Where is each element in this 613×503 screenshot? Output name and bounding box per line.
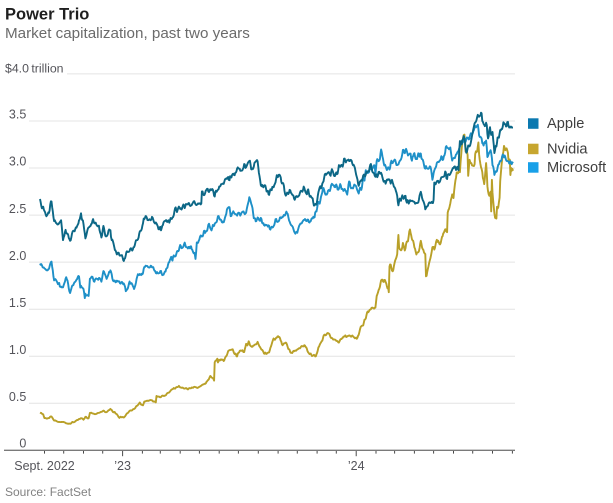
svg-text:Market capitalization, past tw: Market capitalization, past two years <box>5 25 250 42</box>
svg-text:Sept. 2022: Sept. 2022 <box>14 459 75 473</box>
svg-text:3.5: 3.5 <box>9 108 26 122</box>
svg-text:’24: ’24 <box>348 459 365 473</box>
svg-text:$4.0 trillion: $4.0 trillion <box>5 62 64 76</box>
svg-text:0.5: 0.5 <box>9 390 26 404</box>
svg-text:Nvidia: Nvidia <box>547 142 588 158</box>
svg-text:3.0: 3.0 <box>9 155 26 169</box>
svg-text:0: 0 <box>19 437 26 451</box>
svg-text:2.0: 2.0 <box>9 249 26 263</box>
svg-text:1.0: 1.0 <box>9 343 26 357</box>
svg-text:’23: ’23 <box>114 459 131 473</box>
svg-text:1.5: 1.5 <box>9 296 26 310</box>
svg-text:Microsoft: Microsoft <box>547 160 606 176</box>
svg-text:Source: FactSet: Source: FactSet <box>5 485 92 499</box>
svg-text:2.5: 2.5 <box>9 202 26 216</box>
svg-text:Power Trio: Power Trio <box>5 6 89 24</box>
svg-text:Apple: Apple <box>547 116 584 132</box>
